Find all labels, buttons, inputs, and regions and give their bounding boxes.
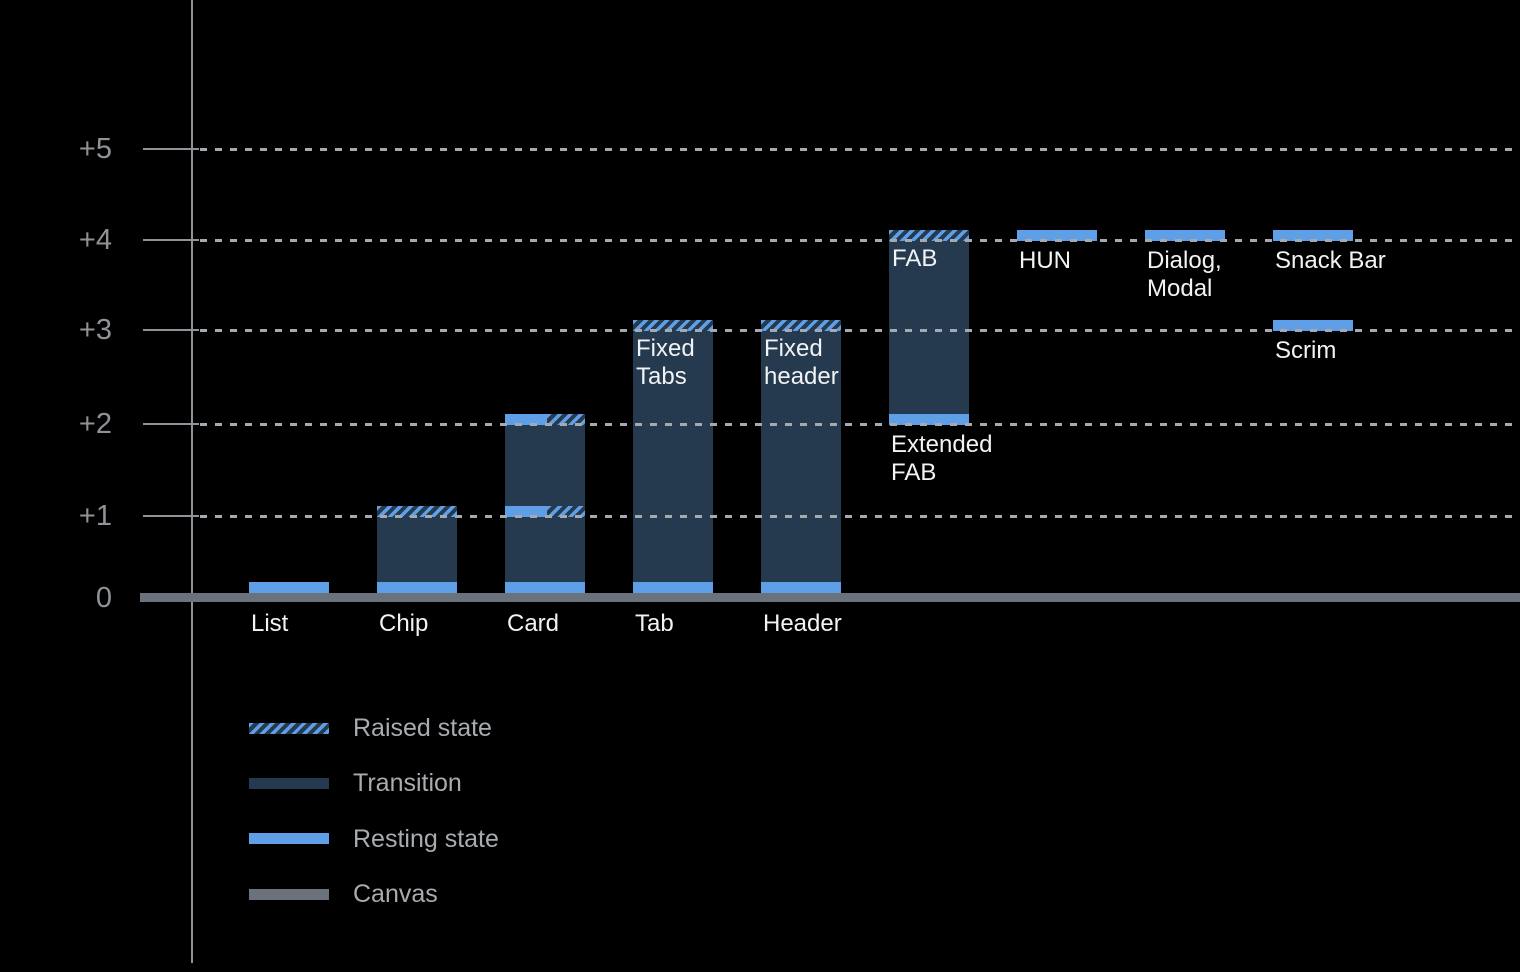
legend-label-raised: Raised state <box>353 714 492 742</box>
gridline-level-2 <box>200 423 1520 426</box>
band-resting-half <box>505 414 548 425</box>
band-resting-list <box>249 582 329 593</box>
band-resting-chip <box>377 582 457 593</box>
y-tick-label-p2: +2 <box>78 408 112 440</box>
band-resting-hun <box>1017 230 1097 241</box>
bar-caption-hun: HUN <box>1019 247 1071 274</box>
bar-card <box>505 414 585 593</box>
bar-caption-list: List <box>251 610 289 637</box>
y-tick-label-p4: +4 <box>78 224 112 256</box>
bar-tab <box>633 320 713 593</box>
band-split-card <box>505 414 585 425</box>
gridline-level-5 <box>200 148 1520 151</box>
legend-label-canvas: Canvas <box>353 880 438 909</box>
y-axis-tick <box>143 515 199 517</box>
legend-row-canvas: Canvas <box>249 879 438 909</box>
legend-row-resting: Resting state <box>249 824 499 854</box>
bar-inner-label-tab: Fixed Tabs <box>636 335 695 390</box>
band-resting-scrim <box>1273 320 1353 331</box>
legend-swatch-resting <box>249 833 329 845</box>
band-resting-dialog-modal <box>1145 230 1225 241</box>
legend-row-transition: Transition <box>249 768 462 798</box>
band-resting-card <box>505 582 585 593</box>
band-resting-half <box>505 506 548 517</box>
bar-chip <box>377 506 457 593</box>
y-tick-label-p5: +5 <box>78 133 112 165</box>
legend-swatch-transition <box>249 777 329 789</box>
gridline-level-3 <box>200 329 1520 332</box>
y-tick-label-p3: +3 <box>78 314 112 346</box>
bar-caption-scrim: Scrim <box>1275 337 1337 364</box>
gridline-level-1 <box>200 515 1520 518</box>
y-axis-tick <box>143 329 199 331</box>
y-axis-tick <box>143 239 199 241</box>
bar-caption-tab: Tab <box>635 610 674 637</box>
legend-label-transition: Transition <box>353 769 462 798</box>
band-split-card <box>505 506 585 517</box>
bar-caption-header: Header <box>763 610 842 637</box>
y-axis-tick <box>143 148 199 150</box>
bar-caption-dialog-modal: Dialog, Modal <box>1147 247 1222 302</box>
bar-caption-chip: Chip <box>379 610 429 637</box>
band-resting-snack-bar <box>1273 230 1353 241</box>
band-raised-half <box>547 414 585 425</box>
band-raised-extended-fab <box>889 230 969 241</box>
y-tick-label-p1: +1 <box>78 500 112 532</box>
band-resting-header <box>761 582 841 593</box>
legend-label-resting: Resting state <box>353 824 499 853</box>
legend-swatch-canvas <box>249 888 329 900</box>
band-raised-tab <box>633 320 713 331</box>
bar-caption-snack-bar: Snack Bar <box>1275 247 1386 274</box>
bar-caption-card: Card <box>507 610 560 637</box>
band-raised-chip <box>377 506 457 517</box>
canvas-baseline <box>140 593 1520 602</box>
band-resting-tab <box>633 582 713 593</box>
bar-caption-extended-fab: Extended FAB <box>891 431 993 486</box>
gridline-level-4 <box>200 239 1520 242</box>
bar-inner-label-header: Fixed header <box>764 335 839 390</box>
y-axis-tick <box>143 423 199 425</box>
y-tick-label-0: 0 <box>95 582 112 614</box>
bar-inner-label-extended-fab: FAB <box>892 245 938 272</box>
band-raised-half <box>547 506 585 517</box>
legend-swatch-raised <box>249 722 329 734</box>
band-raised-header <box>761 320 841 331</box>
bar-extended-fab <box>889 230 969 425</box>
legend-row-raised: Raised state <box>249 713 492 743</box>
bar-header <box>761 320 841 593</box>
band-resting-extended-fab <box>889 414 969 425</box>
y-axis-line <box>191 0 193 963</box>
